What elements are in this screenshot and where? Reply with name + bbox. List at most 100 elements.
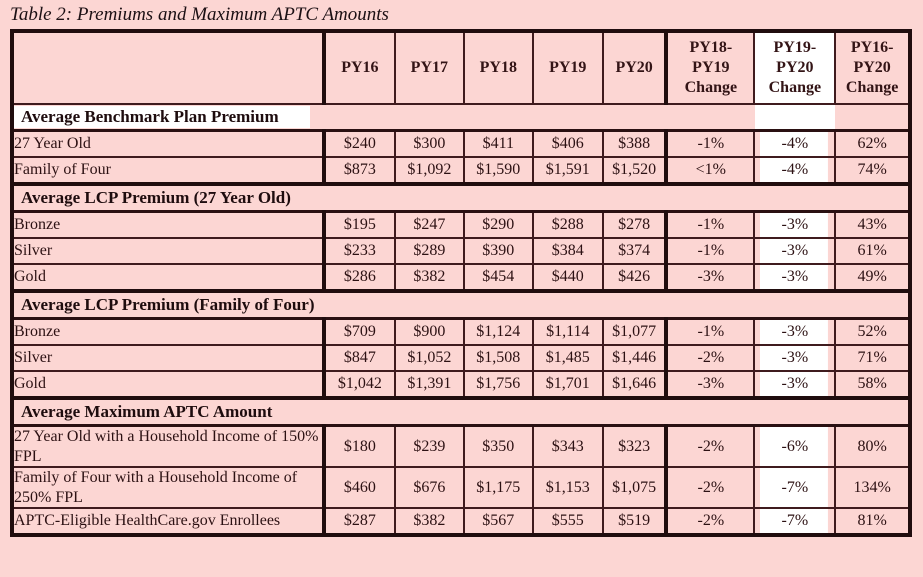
cell-py16: $873 [322,156,396,185]
column-header-py18: PY18 [463,30,534,105]
cell-py16-py20-change: 134% [834,466,911,510]
cell-py17: $676 [393,466,466,510]
cell-py19-py20-change: -7% [753,507,837,537]
cell-py16-py20-change: 71% [834,344,911,372]
cell-py18-py19-change: -1% [664,210,756,239]
cell-py17: $1,052 [393,344,466,372]
cell-py20: $323 [602,424,668,469]
section-header-row: Average Benchmark Plan Premium [11,104,911,132]
cell-py18-py19-change: -2% [664,466,756,510]
cell-py20: $278 [602,210,668,239]
section-label-cell: Average LCP Premium (Family of Four) [11,289,911,320]
section-label-cell: Average LCP Premium (27 Year Old) [11,182,911,213]
cell-py20: $1,520 [602,156,668,185]
table-row: APTC-Eligible HealthCare.gov Enrollees $2… [10,507,911,537]
cell-py18-py19-change: <1% [664,156,756,185]
section-label-cell: Average Maximum APTC Amount [11,396,911,427]
cell-py18: $1,756 [463,370,534,399]
cell-py18-py19-change: -2% [664,424,756,469]
section-header-row: Average LCP Premium (Family of Four) [11,289,911,320]
cell-py19: $1,485 [531,344,605,372]
table-row: Bronze $195 $247 $290 $288 $278 -1% -3% 43% [10,210,911,239]
cell-py16-py20-change: 80% [834,424,911,469]
table-row: Bronze $709 $900 $1,124 $1,114 $1,077 -1% -3% 52… [10,317,911,346]
cell-py20: $1,077 [602,317,668,346]
cell-py19: $555 [531,507,605,537]
row-label: Family of Four with a Household Income o… [10,466,326,510]
table-title: Table 2: Premiums and Maximum APTC Amoun… [10,4,389,25]
cell-py17: $239 [393,424,466,469]
cell-py20: $426 [602,263,668,292]
cell-py16-py20-change: 52% [834,317,911,346]
column-header-py17: PY17 [393,30,466,105]
cell-py19-py20-change: -4% [753,129,837,158]
section-label-cell: Average Benchmark Plan Premium [11,104,911,132]
cell-py20: $1,075 [602,466,668,510]
cell-py16: $287 [322,507,396,537]
cell-py16: $460 [322,466,396,510]
cell-py19-py20-change: -3% [753,344,837,372]
cell-py16: $709 [322,317,396,346]
cell-py18-py19-change: -1% [664,237,756,265]
row-label: Silver [10,237,326,265]
cell-py19-py20-change: -3% [753,210,837,239]
cell-py17: $300 [393,129,466,158]
cell-py18-py19-change: -1% [664,317,756,346]
cell-py19: $440 [531,263,605,292]
cell-py18: $567 [463,507,534,537]
cell-py18: $390 [463,237,534,265]
cell-py20: $1,446 [602,344,668,372]
cell-py19: $288 [531,210,605,239]
cell-py18-py19-change: -3% [664,263,756,292]
cell-py19-py20-change: -3% [753,370,837,399]
row-label: Bronze [10,317,326,346]
cell-py17: $1,391 [393,370,466,399]
cell-py18-py19-change: -2% [664,344,756,372]
column-header-py20: PY20 [602,30,668,105]
cell-py16-py20-change: 61% [834,237,911,265]
column-header-blank [10,30,326,105]
column-header-py18-py19-change: PY18- PY19 Change [664,30,756,105]
cell-py19-py20-change: -3% [753,317,837,346]
cell-py18-py19-change: -3% [664,370,756,399]
cell-py18-py19-change: -1% [664,129,756,158]
cell-py20: $519 [602,507,668,537]
cell-py16-py20-change: 81% [834,507,911,537]
cell-py18-py19-change: -2% [664,507,756,537]
table-header: PY16 PY17 PY18 PY19 PY20 PY18- PY19 Chan… [10,30,911,105]
cell-py16-py20-change: 74% [834,156,911,185]
cell-py19-py20-change: -3% [753,263,837,292]
cell-py16-py20-change: 43% [834,210,911,239]
cell-py18: $454 [463,263,534,292]
cell-py16: $180 [322,424,396,469]
cell-py16-py20-change: 58% [834,370,911,399]
table-row: Family of Four with a Household Income o… [10,466,911,510]
document-page: Table 2: Premiums and Maximum APTC Amoun… [0,4,923,577]
cell-py19-py20-change: -7% [753,466,837,510]
cell-py16: $240 [322,129,396,158]
py19-py20-column-highlight [755,105,835,128]
cell-py16: $1,042 [322,370,396,399]
column-header-py16-py20-change: PY16- PY20 Change [834,30,911,105]
table-row: 27 Year Old $240 $300 $411 $406 $388 -1% -4% 62% [10,129,911,158]
cell-py18: $290 [463,210,534,239]
section-header-row: Average Maximum APTC Amount [11,396,911,427]
section-label: Average Benchmark Plan Premium [14,106,310,128]
header-row: PY16 PY17 PY18 PY19 PY20 PY18- PY19 Chan… [10,30,911,105]
cell-py19: $384 [531,237,605,265]
row-label: 27 Year Old with a Household Income of 1… [10,424,326,469]
table-row: Gold $1,042 $1,391 $1,756 $1,701 $1,646 -3% -3%… [10,370,911,399]
cell-py16-py20-change: 62% [834,129,911,158]
table-row: Gold $286 $382 $454 $440 $426 -3% -3% 49% [10,263,911,292]
column-header-py19: PY19 [531,30,605,105]
cell-py20: $1,646 [602,370,668,399]
column-header-py16: PY16 [322,30,396,105]
table-row: Family of Four $873 $1,092 $1,590 $1,591 $1,5… [10,156,911,185]
cell-py17: $382 [393,263,466,292]
cell-py18: $411 [463,129,534,158]
section-header-row: Average LCP Premium (27 Year Old) [11,182,911,213]
premiums-aptc-table: PY16 PY17 PY18 PY19 PY20 PY18- PY19 Chan… [10,29,912,538]
section-label: Average Maximum APTC Amount [21,402,273,421]
cell-py17: $247 [393,210,466,239]
row-label: Gold [10,370,326,399]
